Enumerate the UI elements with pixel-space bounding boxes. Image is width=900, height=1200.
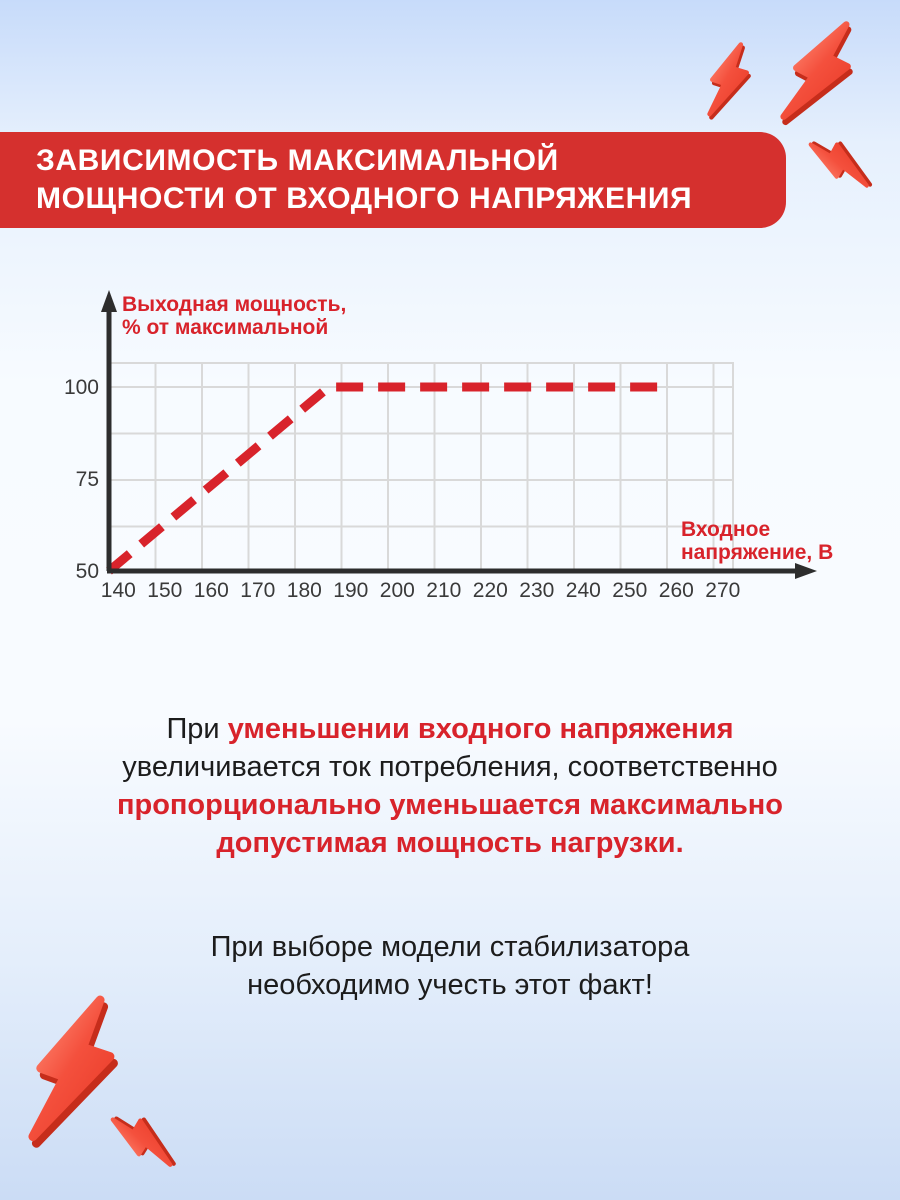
lightning-bolt-icon (701, 34, 756, 128)
x-tick-label: 170 (240, 579, 275, 602)
x-tick-label: 220 (473, 579, 508, 602)
y-axis-label-line-1: Выходная мощность, (122, 293, 347, 316)
x-tick-label: 270 (705, 579, 740, 602)
description-line: допустимая мощность нагрузки. (0, 824, 900, 862)
advice-paragraph: При выборе модели стабилизатора необходи… (0, 928, 900, 1004)
chart-canvas: 50 75 100 140 150 160 170 180 190 200 210 220 230 240… (64, 290, 817, 602)
x-tick-label: 210 (426, 579, 461, 602)
body-text: увеличивается ток потребления, соответст… (122, 751, 778, 783)
page-title-line-2: МОЩНОСТИ ОТ ВХОДНОГО НАПРЯЖЕНИЯ (36, 182, 693, 215)
y-axis-arrow (101, 290, 117, 312)
advice-line-1: При выборе модели стабилизатора (210, 931, 690, 963)
emphasis-text: уменьшении входного напряжения (227, 713, 734, 745)
x-axis-arrow (795, 563, 817, 579)
advice-line-2: необходимо учесть этот факт! (247, 969, 653, 1001)
body-text: При (166, 713, 228, 745)
description-line: При уменьшении входного напряжения (0, 710, 900, 748)
x-tick-label: 260 (659, 579, 694, 602)
emphasis-text: допустимая мощность нагрузки. (216, 827, 684, 859)
title-banner: ЗАВИСИМОСТЬ МАКСИМАЛЬНОЙ МОЩНОСТИ ОТ ВХО… (0, 132, 786, 228)
x-tick-label: 240 (566, 579, 601, 602)
x-tick-label: 250 (612, 579, 647, 602)
emphasis-text: пропорционально уменьшается максимально (116, 789, 784, 821)
x-tick-label: 150 (147, 579, 182, 602)
y-axis-label: Выходная мощность, % от максимальной (122, 293, 346, 339)
x-axis-label-line-1: Входное (681, 518, 771, 541)
voltage-power-chart: 50 75 100 140 150 160 170 180 190 200 210 220 230 240… (0, 270, 900, 630)
x-tick-label: 140 (101, 579, 136, 602)
y-tick-label: 100 (64, 376, 99, 399)
y-tick-label: 75 (76, 468, 99, 491)
x-tick-label: 190 (333, 579, 368, 602)
y-tick-label: 50 (76, 560, 99, 583)
description-line: увеличивается ток потребления, соответст… (0, 748, 900, 786)
x-axis-label-line-2: напряжение, В (681, 541, 834, 564)
y-axis-label-line-2: % от максимальной (122, 316, 329, 339)
x-axis-label: Входное напряжение, В (681, 518, 833, 564)
power-curve (106, 382, 670, 575)
lightning-bolt-icon (796, 130, 885, 195)
lightning-bolt-icon (761, 4, 879, 144)
lightning-bolt-icon (98, 1104, 190, 1173)
x-tick-label: 180 (287, 579, 322, 602)
description-line: пропорционально уменьшается максимально (0, 786, 900, 824)
description-paragraph: При уменьшении входного напряжения увелич… (0, 710, 900, 862)
x-tick-label: 230 (519, 579, 554, 602)
page-title-line-1: ЗАВИСИМОСТЬ МАКСИМАЛЬНОЙ (36, 144, 559, 177)
x-tick-label: 200 (380, 579, 415, 602)
x-tick-label: 160 (194, 579, 229, 602)
